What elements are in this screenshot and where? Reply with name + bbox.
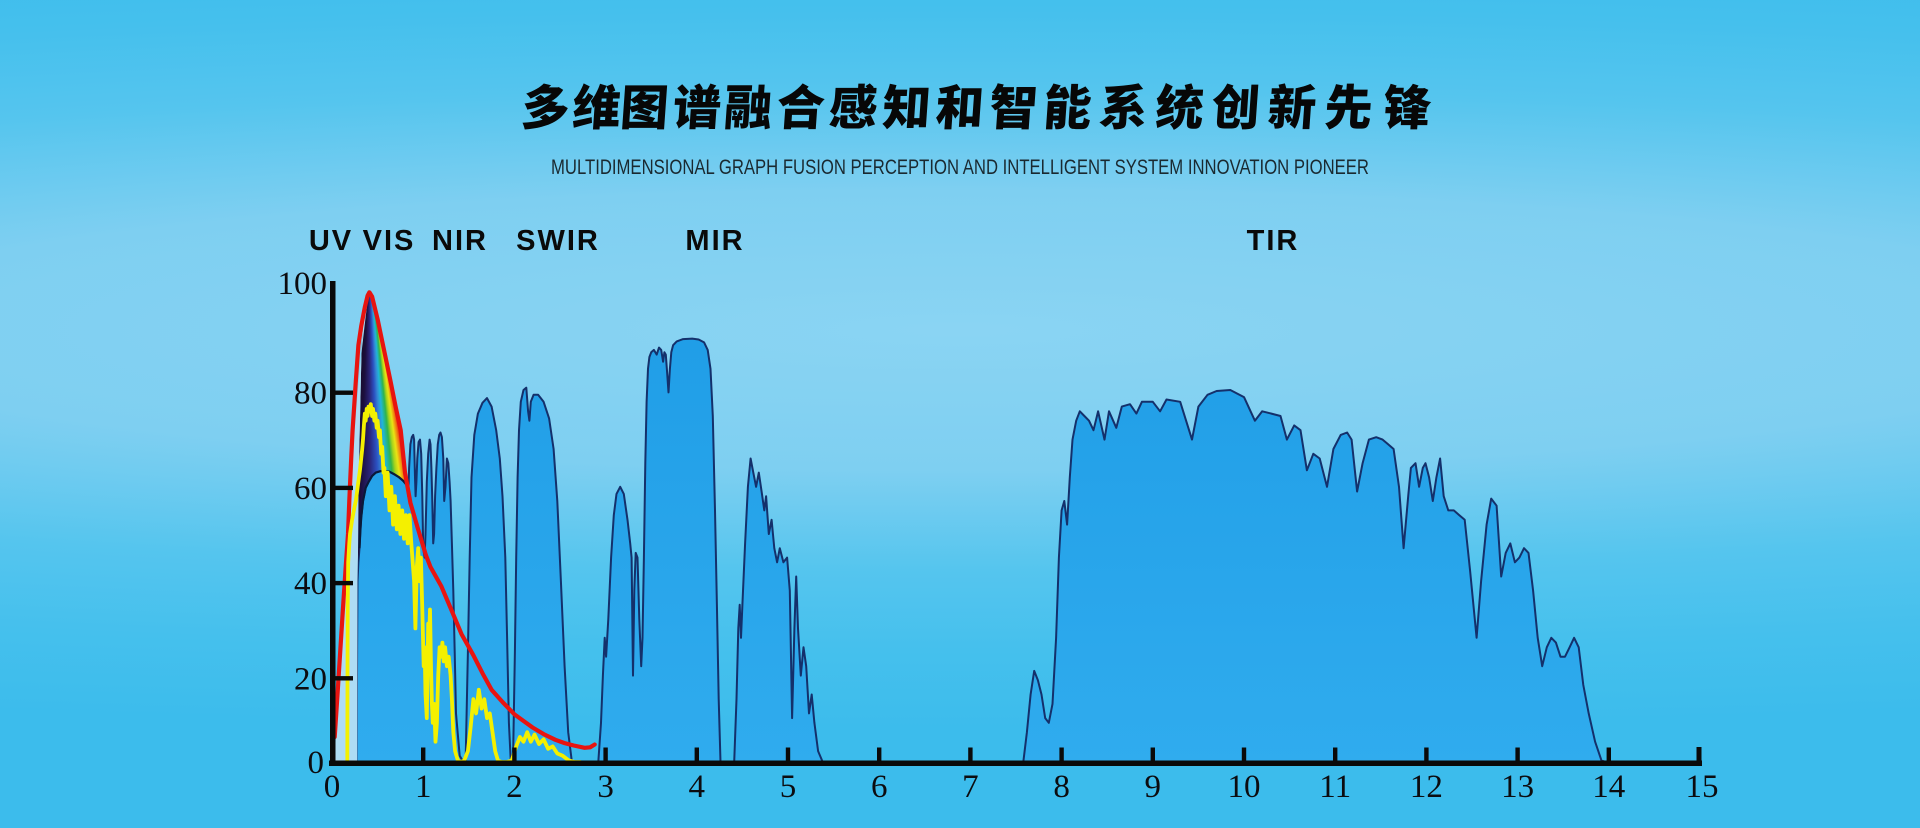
svg-text:3: 3 [597,769,614,805]
svg-text:SWIR: SWIR [516,225,600,257]
svg-text:12: 12 [1410,769,1443,805]
svg-text:NIR: NIR [432,225,488,257]
svg-text:TIR: TIR [1247,225,1300,257]
svg-text:20: 20 [294,661,327,697]
svg-text:1: 1 [415,769,432,805]
svg-text:10: 10 [1228,769,1261,805]
svg-text:60: 60 [294,471,327,507]
svg-text:MULTIDIMENSIONAL GRAPH FUSION: MULTIDIMENSIONAL GRAPH FUSION PERCEPTION… [551,155,1369,179]
svg-text:6: 6 [871,769,888,805]
svg-text:7: 7 [962,769,979,805]
svg-text:VIS: VIS [363,225,416,257]
svg-text:40: 40 [294,566,327,602]
svg-text:80: 80 [294,376,327,412]
svg-text:0: 0 [308,745,325,781]
svg-text:11: 11 [1319,769,1351,805]
svg-text:4: 4 [689,769,706,805]
svg-text:UV: UV [309,225,353,257]
svg-text:15: 15 [1686,769,1719,805]
svg-text:8: 8 [1053,769,1070,805]
svg-text:2: 2 [506,769,523,805]
svg-text:5: 5 [780,769,797,805]
svg-text:13: 13 [1501,769,1534,805]
svg-text:9: 9 [1145,769,1162,805]
svg-text:100: 100 [278,266,328,302]
svg-text:14: 14 [1592,769,1625,805]
svg-text:0: 0 [324,769,341,805]
svg-text:MIR: MIR [685,225,744,257]
